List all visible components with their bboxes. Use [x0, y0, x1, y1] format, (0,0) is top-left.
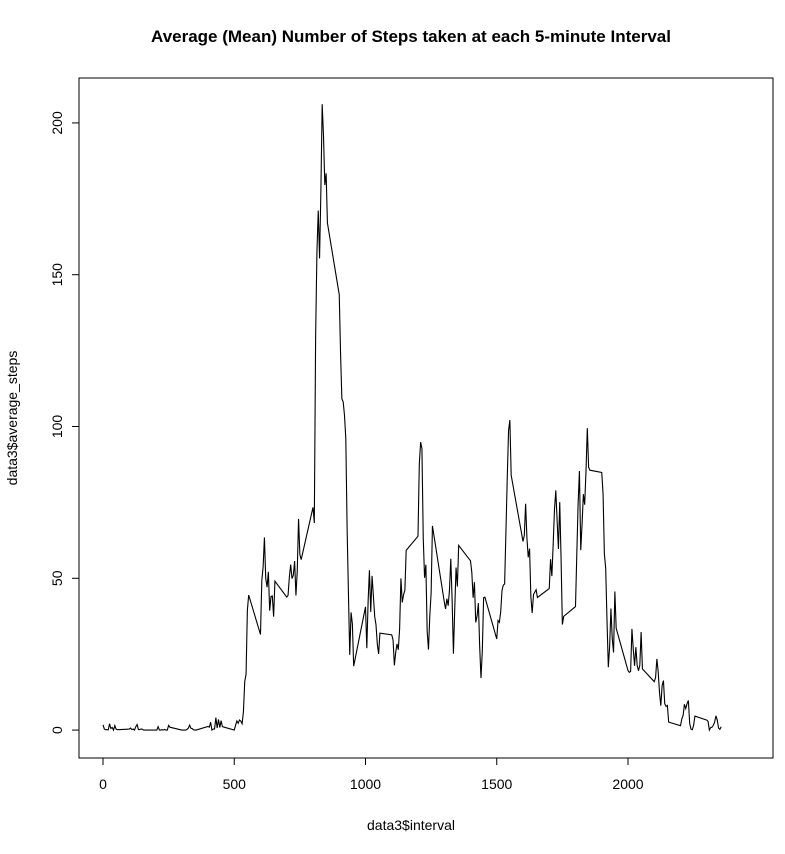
y-tick-label: 0 [49, 726, 65, 734]
x-tick-label: 1500 [481, 776, 512, 792]
y-axis-label: data3$average_steps [4, 351, 20, 486]
chart-title: Average (Mean) Number of Steps taken at … [151, 27, 671, 46]
x-tick-label: 500 [223, 776, 247, 792]
x-axis-label: data3$interval [367, 817, 455, 833]
data-line [102, 104, 722, 732]
y-tick-label: 200 [49, 111, 65, 135]
x-tick-label: 2000 [612, 776, 643, 792]
x-tick-label: 0 [99, 776, 107, 792]
y-tick-label: 150 [49, 263, 65, 287]
plot-frame [78, 77, 774, 759]
y-tick-label: 100 [49, 415, 65, 439]
x-tick-label: 1000 [350, 776, 381, 792]
y-tick-label: 50 [49, 570, 65, 586]
